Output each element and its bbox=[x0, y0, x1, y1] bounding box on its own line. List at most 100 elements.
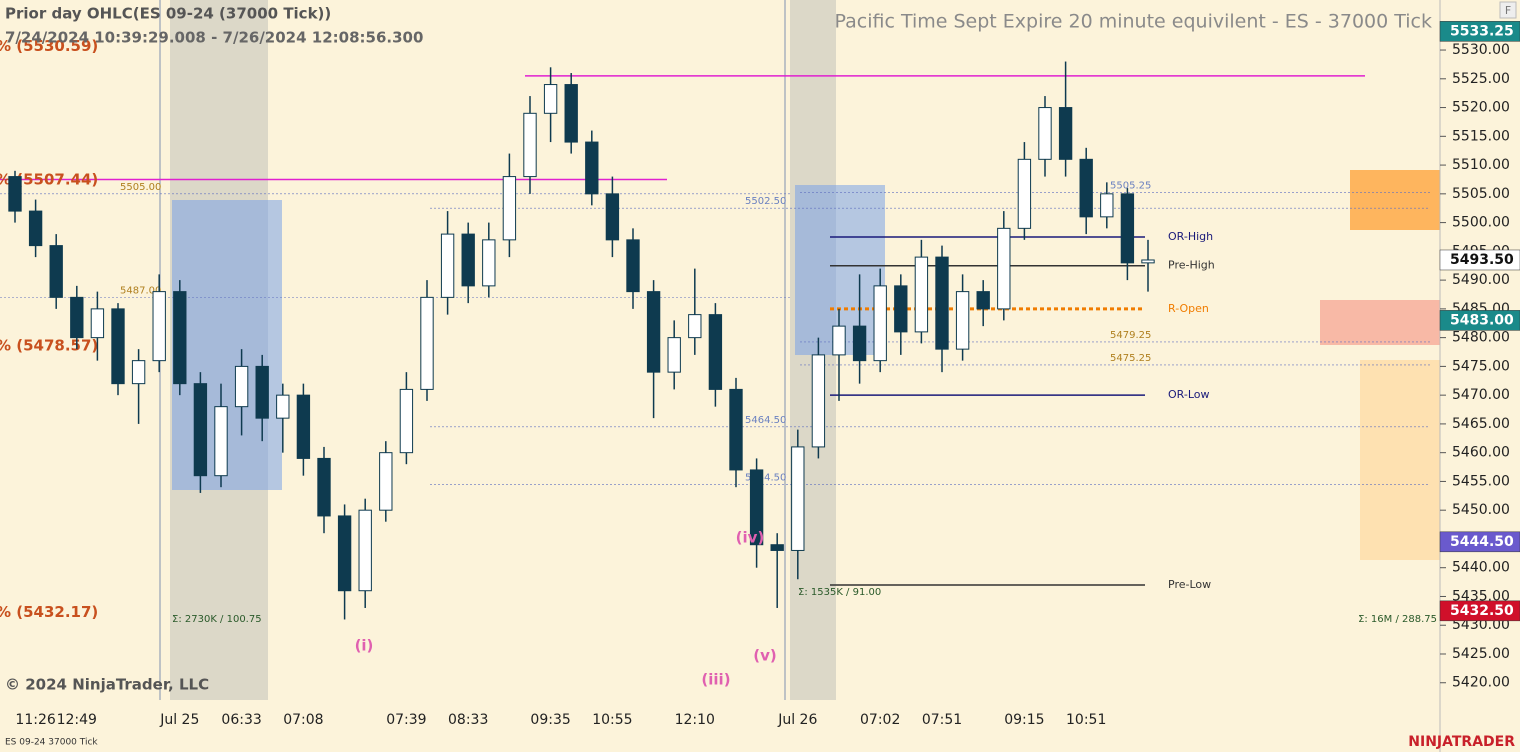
corner-button[interactable] bbox=[1499, 1, 1517, 19]
y-tick-label: 5490.00 bbox=[1452, 272, 1510, 288]
x-tick-label: 08:33 bbox=[448, 712, 488, 728]
wave-label: (iv) bbox=[736, 529, 765, 547]
y-tick-label: 5470.00 bbox=[1452, 387, 1510, 403]
volume-note: Σ: 16M / 288.75 bbox=[1358, 614, 1437, 625]
left-label: % (5507.44) bbox=[0, 170, 98, 188]
left-label: % (5478.57) bbox=[0, 336, 98, 354]
y-tick-label: 5450.00 bbox=[1452, 502, 1510, 518]
candle-body bbox=[811, 354, 826, 448]
candle-body bbox=[255, 365, 269, 419]
left-label: % (5432.17) bbox=[0, 603, 98, 621]
y-tick-label: 5480.00 bbox=[1452, 330, 1510, 346]
candle-body bbox=[564, 84, 578, 143]
candle-body bbox=[440, 233, 455, 298]
y-tick-label: 5525.00 bbox=[1452, 71, 1510, 87]
candle-body bbox=[8, 176, 22, 212]
level-label: OR-High bbox=[1168, 230, 1213, 243]
price-marker bbox=[1439, 531, 1520, 553]
y-tick-label: 5515.00 bbox=[1452, 128, 1510, 144]
candle-body bbox=[585, 141, 599, 195]
candle-body bbox=[667, 337, 681, 373]
x-tick-label: 12:10 bbox=[675, 712, 715, 728]
price-label: 5502.50 bbox=[745, 196, 786, 207]
chart-title: Pacific Time Sept Expire 20 minute equiv… bbox=[835, 11, 1432, 33]
candle-body bbox=[997, 227, 1011, 310]
candle-body bbox=[214, 406, 228, 477]
candle-body bbox=[49, 245, 63, 298]
range-text: 7/24/2024 10:39:29.008 - 7/26/2024 12:08… bbox=[5, 29, 423, 47]
candle-body bbox=[420, 296, 434, 390]
candle-body bbox=[976, 291, 990, 310]
y-tick-label: 5425.00 bbox=[1452, 646, 1510, 662]
y-tick-label: 5455.00 bbox=[1452, 473, 1510, 489]
price-marker bbox=[1439, 310, 1520, 331]
price-marker-label: 5432.50 bbox=[1450, 603, 1514, 619]
x-tick-label: Jul 26 bbox=[777, 712, 817, 728]
y-tick-label: 5460.00 bbox=[1452, 445, 1510, 461]
price-marker-label: 5444.50 bbox=[1450, 534, 1514, 550]
level-label: R-Open bbox=[1168, 302, 1209, 315]
price-label: 5479.25 bbox=[1110, 330, 1151, 341]
candle-body bbox=[873, 285, 887, 362]
y-tick-label: 5430.00 bbox=[1452, 617, 1510, 633]
candle-body bbox=[1017, 158, 1032, 229]
price-label: 5454.50 bbox=[745, 472, 786, 483]
price-label: 5505.00 bbox=[120, 182, 161, 193]
copyright: © 2024 NinjaTrader, LLC bbox=[5, 676, 209, 694]
candle-body bbox=[791, 446, 805, 551]
candle-body bbox=[296, 394, 311, 459]
y-tick-label: 5420.00 bbox=[1452, 675, 1510, 691]
wave-label: (iii) bbox=[701, 671, 730, 689]
candle-body bbox=[70, 296, 84, 339]
price-label: 5505.25 bbox=[1110, 180, 1151, 191]
corner-button-label[interactable]: F bbox=[1505, 4, 1511, 17]
candle-body bbox=[894, 285, 908, 333]
candle-body bbox=[646, 291, 661, 373]
candle-body bbox=[955, 291, 970, 350]
candle-body bbox=[1120, 193, 1135, 264]
candle-body bbox=[688, 314, 702, 339]
price-label: 5487.00 bbox=[120, 285, 161, 296]
candle-body bbox=[317, 457, 331, 517]
y-tick-label: 5510.00 bbox=[1452, 157, 1510, 173]
candle-body bbox=[914, 256, 929, 333]
x-tick-label: 09:15 bbox=[1004, 712, 1044, 728]
price-marker bbox=[1439, 600, 1520, 622]
candle-body bbox=[337, 515, 352, 592]
candle-body bbox=[852, 325, 867, 362]
x-tick-label: 12:49 bbox=[57, 712, 97, 728]
candle-body bbox=[379, 452, 393, 511]
subtitle: Prior day OHLC(ES 09-24 (37000 Tick)) bbox=[5, 5, 331, 23]
candle-body bbox=[152, 291, 166, 362]
x-tick-label: 10:55 bbox=[592, 712, 632, 728]
candle-body bbox=[832, 325, 846, 356]
y-tick-label: 5530.00 bbox=[1452, 42, 1510, 58]
candle-body bbox=[234, 365, 249, 408]
x-tick-label: 07:02 bbox=[860, 712, 900, 728]
candle-body bbox=[1079, 158, 1093, 218]
candle-body bbox=[626, 239, 640, 293]
candle-body bbox=[708, 314, 723, 390]
candle-body bbox=[502, 176, 517, 241]
candle-body bbox=[1058, 107, 1073, 160]
candle-body bbox=[90, 308, 105, 339]
y-tick-label: 5500.00 bbox=[1452, 215, 1510, 231]
candle-body bbox=[605, 193, 620, 241]
volume-profile bbox=[1350, 170, 1440, 230]
price-label: 5464.50 bbox=[745, 415, 786, 426]
volume-note: Σ: 1535K / 91.00 bbox=[798, 587, 881, 598]
candle-body bbox=[173, 291, 187, 385]
volume-note: Σ: 2730K / 100.75 bbox=[172, 614, 262, 625]
candle-body bbox=[543, 84, 558, 114]
level-label: OR-Low bbox=[1168, 388, 1210, 401]
instrument: ES 09-24 37000 Tick bbox=[5, 738, 98, 748]
candle-body bbox=[461, 233, 475, 287]
x-tick-label: 09:35 bbox=[530, 712, 570, 728]
y-tick-label: 5435.00 bbox=[1452, 588, 1510, 604]
y-tick-label: 5440.00 bbox=[1452, 560, 1510, 576]
candle-body bbox=[399, 388, 414, 454]
y-tick-label: 5465.00 bbox=[1452, 416, 1510, 432]
candle-body bbox=[482, 239, 496, 287]
candle-body bbox=[1141, 259, 1155, 264]
x-tick-label: 10:51 bbox=[1066, 712, 1106, 728]
